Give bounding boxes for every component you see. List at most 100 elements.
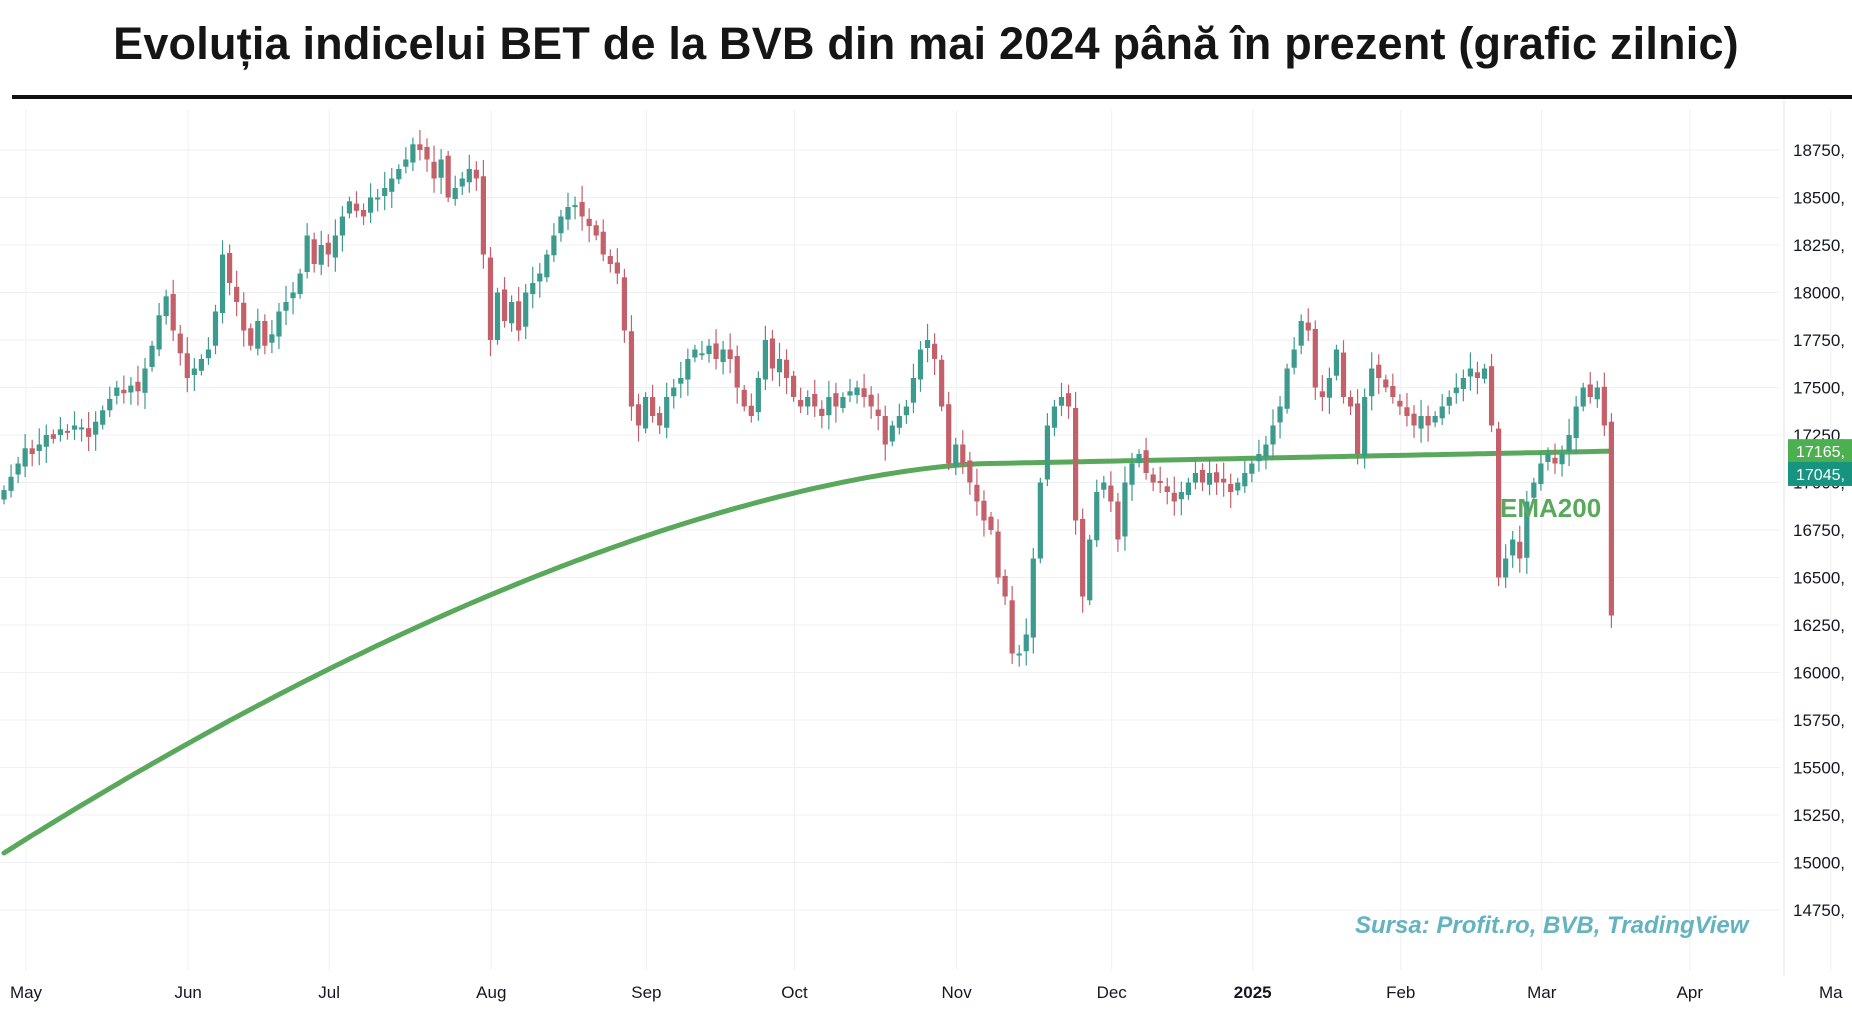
candle-up xyxy=(551,235,557,256)
candle-down xyxy=(741,389,747,407)
candle-down xyxy=(727,349,733,359)
candle-down xyxy=(184,353,190,378)
candle-up xyxy=(1044,425,1050,480)
candle-up xyxy=(1333,349,1340,376)
candle-up xyxy=(1362,397,1368,457)
candle-down xyxy=(1221,478,1227,483)
candle-up xyxy=(1058,397,1065,406)
price-tick-label: 16000, xyxy=(1793,664,1845,683)
candle-down xyxy=(579,202,585,217)
candle-up xyxy=(142,368,148,393)
candle-up xyxy=(917,349,924,380)
time-tick-label: 2025 xyxy=(1234,983,1272,1002)
candle-up xyxy=(1467,368,1473,377)
candle-down xyxy=(473,169,479,179)
candle-down xyxy=(981,500,987,521)
candle-up xyxy=(1178,492,1184,500)
candle-up xyxy=(396,169,402,180)
price-tick-label: 17500, xyxy=(1793,379,1845,398)
last-price-badge-label: 17045, xyxy=(1796,467,1845,484)
candle-up xyxy=(1016,653,1022,656)
candle-up xyxy=(755,378,761,413)
candle-up xyxy=(671,387,677,397)
ema200-line xyxy=(1,448,1614,856)
candle-down xyxy=(1171,492,1177,502)
candle-down xyxy=(135,381,141,392)
candle-up xyxy=(558,216,564,234)
candle-down xyxy=(861,388,867,397)
candle-up xyxy=(1270,425,1276,445)
candle-down xyxy=(64,430,71,433)
candle-up xyxy=(57,429,63,435)
candle-down xyxy=(1150,474,1156,483)
candle-down xyxy=(1397,400,1403,407)
candle-up xyxy=(212,311,219,346)
candle-up xyxy=(826,397,832,416)
price-axis: 18750,18500,18250,18000,17750,17500,1725… xyxy=(1783,100,1845,975)
candle-up xyxy=(530,283,536,295)
candle-up xyxy=(466,169,472,183)
candle-up xyxy=(1418,416,1424,429)
candle-up xyxy=(332,235,338,258)
candle-down xyxy=(1347,397,1354,407)
candle-down xyxy=(967,460,973,483)
candle-down xyxy=(946,404,952,464)
candle-down xyxy=(424,146,430,160)
candle-down xyxy=(487,257,494,340)
candle-up xyxy=(452,188,458,200)
candle-down xyxy=(1009,600,1015,654)
candle-down xyxy=(1411,413,1417,426)
candle-down xyxy=(734,355,740,388)
candle-up xyxy=(776,359,783,373)
candle-down xyxy=(325,242,331,255)
candle-up xyxy=(269,334,275,343)
candle-up xyxy=(1566,435,1572,452)
time-tick-label: May xyxy=(10,983,43,1002)
candle-up xyxy=(762,340,768,380)
candle-down xyxy=(1517,541,1523,559)
price-tick-label: 16750, xyxy=(1793,521,1845,540)
candle-up xyxy=(1531,482,1537,498)
price-tick-label: 15250, xyxy=(1793,806,1845,825)
candle-up xyxy=(1481,368,1488,379)
candle-down xyxy=(1390,385,1396,397)
candle-down xyxy=(1214,472,1220,483)
candle-up xyxy=(523,292,529,327)
candle-up xyxy=(1094,492,1100,541)
candle-up xyxy=(93,421,99,435)
candle-up xyxy=(191,368,197,375)
candle-down xyxy=(50,434,56,439)
candle-down xyxy=(29,448,35,454)
candle-down xyxy=(932,343,938,359)
candle-up xyxy=(1446,397,1452,406)
candle-down xyxy=(1143,450,1149,473)
candle-down xyxy=(248,328,254,346)
candle-down xyxy=(650,397,656,416)
candle-up xyxy=(22,448,28,467)
candle-up xyxy=(953,444,959,467)
candle-down xyxy=(417,144,423,150)
candle-up xyxy=(1453,387,1459,394)
candle-down xyxy=(1376,364,1382,378)
candle-down xyxy=(974,484,980,502)
ema-price-badge xyxy=(1788,439,1852,464)
candle-up xyxy=(1460,378,1466,390)
candle-up xyxy=(805,397,811,407)
candle-up xyxy=(156,315,162,350)
candle-down xyxy=(1383,379,1389,388)
candle-down xyxy=(1312,328,1318,388)
ema200-label: EMA200 xyxy=(1500,493,1601,523)
chart-title: Evoluția indicelui BET de la BVB din mai… xyxy=(113,18,1739,69)
candle-up xyxy=(699,353,705,356)
candle-down xyxy=(1474,372,1481,378)
candle-up xyxy=(494,292,501,340)
last-price-badge xyxy=(1788,461,1852,486)
candle-down xyxy=(1496,428,1502,578)
candle-up xyxy=(318,245,324,265)
candle-up xyxy=(1580,387,1586,407)
time-tick-label: Jun xyxy=(174,983,201,1002)
candle-up xyxy=(706,345,712,355)
candle-down xyxy=(783,359,790,378)
candle-up xyxy=(1369,368,1375,397)
candle-up xyxy=(1235,482,1241,491)
